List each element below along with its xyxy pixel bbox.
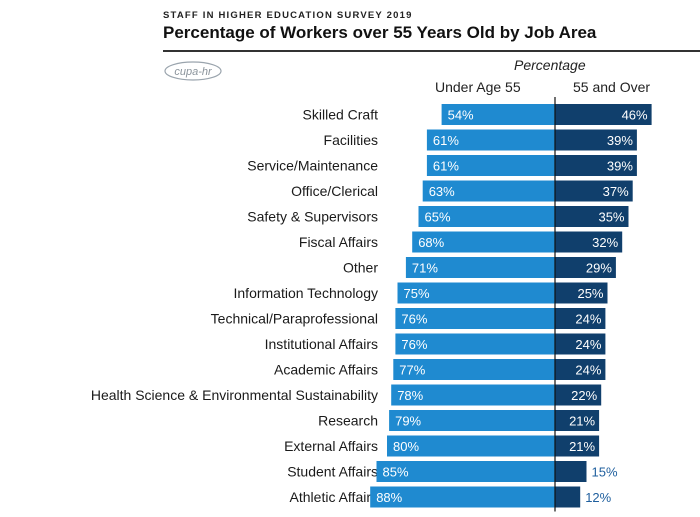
category-label: Fiscal Affairs	[299, 234, 378, 250]
legend-55-and-over: 55 and Over	[573, 79, 651, 95]
category-label: Safety & Supervisors	[247, 209, 378, 225]
value-label-under-55: 65%	[425, 210, 451, 225]
category-label: Student Affairs	[287, 464, 378, 480]
value-label-55-and-over: 21%	[569, 414, 595, 429]
category-label: Service/Maintenance	[247, 158, 378, 174]
chart-title: Percentage of Workers over 55 Years Old …	[163, 23, 597, 42]
bar-under-55	[397, 282, 555, 304]
value-label-under-55: 63%	[429, 184, 455, 199]
bar-55-and-over	[555, 461, 587, 482]
bar-55-and-over	[555, 486, 581, 508]
value-label-55-and-over: 24%	[575, 337, 601, 352]
bar-under-55	[426, 155, 555, 176]
value-label-under-55: 76%	[401, 312, 427, 327]
value-label-55-and-over: 32%	[592, 235, 618, 250]
category-label: Office/Clerical	[291, 183, 378, 199]
bar-55-and-over	[555, 410, 600, 431]
logo-text: cupa-hr	[174, 66, 213, 78]
category-label: Technical/Paraprofessional	[211, 311, 378, 327]
value-label-55-and-over: 12%	[585, 490, 611, 505]
bar-55-and-over	[555, 155, 637, 176]
value-label-55-and-over: 22%	[571, 388, 597, 403]
bar-55-and-over	[555, 435, 600, 457]
bar-55-and-over	[555, 308, 606, 329]
percentage-axis-title: Percentage	[514, 57, 586, 73]
bar-55-and-over	[555, 206, 629, 227]
value-label-under-55: 80%	[393, 439, 419, 454]
legend-under-55: Under Age 55	[435, 79, 521, 95]
category-label: External Affairs	[284, 438, 378, 454]
bar-55-and-over	[555, 282, 608, 304]
value-label-55-and-over: 15%	[592, 465, 618, 480]
bar-under-55	[395, 333, 555, 355]
value-label-55-and-over: 46%	[622, 108, 648, 123]
cupa-hr-logo: cupa-hr	[164, 61, 222, 81]
value-label-55-and-over: 35%	[598, 210, 624, 225]
bar-under-55	[393, 359, 555, 380]
bar-55-and-over	[555, 384, 602, 406]
title-divider	[163, 50, 700, 52]
category-label: Other	[343, 260, 378, 276]
bar-under-55	[395, 308, 555, 329]
value-label-under-55: 77%	[399, 363, 425, 378]
value-label-under-55: 71%	[412, 261, 438, 276]
category-label: Facilities	[324, 132, 378, 148]
value-label-55-and-over: 24%	[575, 312, 601, 327]
category-label: Health Science & Environmental Sustainab…	[91, 387, 378, 403]
bar-under-55	[370, 486, 555, 508]
category-label: Information Technology	[234, 285, 379, 301]
bar-55-and-over	[555, 257, 616, 278]
bar-under-55	[422, 180, 555, 202]
value-label-under-55: 78%	[397, 388, 423, 403]
bar-under-55	[441, 104, 555, 125]
value-label-55-and-over: 39%	[607, 159, 633, 174]
value-label-under-55: 76%	[401, 337, 427, 352]
category-label: Academic Affairs	[274, 362, 378, 378]
value-label-under-55: 61%	[433, 159, 459, 174]
bar-under-55	[387, 435, 555, 457]
bar-55-and-over	[555, 231, 623, 253]
bar-55-and-over	[555, 129, 637, 151]
value-label-55-and-over: 29%	[586, 261, 612, 276]
value-label-under-55: 54%	[448, 108, 474, 123]
value-label-under-55: 88%	[376, 490, 402, 505]
value-label-55-and-over: 21%	[569, 439, 595, 454]
bar-under-55	[426, 129, 555, 151]
value-label-55-and-over: 37%	[603, 184, 629, 199]
bar-under-55	[405, 257, 555, 278]
value-label-under-55: 61%	[433, 133, 459, 148]
value-label-under-55: 79%	[395, 414, 421, 429]
category-label: Athletic Affairs	[290, 489, 378, 505]
bar-under-55	[418, 206, 555, 227]
bar-under-55	[412, 231, 555, 253]
value-label-under-55: 68%	[418, 235, 444, 250]
bar-55-and-over	[555, 333, 606, 355]
bar-55-and-over	[555, 180, 633, 202]
value-label-under-55: 75%	[404, 286, 430, 301]
bar-under-55	[376, 461, 555, 482]
bar-under-55	[391, 384, 555, 406]
category-label: Institutional Affairs	[265, 336, 378, 352]
value-label-55-and-over: 25%	[577, 286, 603, 301]
value-label-under-55: 85%	[383, 465, 409, 480]
value-label-55-and-over: 24%	[575, 363, 601, 378]
category-label: Skilled Craft	[303, 107, 379, 123]
chart-supertitle: STAFF IN HIGHER EDUCATION SURVEY 2019	[163, 10, 413, 21]
category-label: Research	[318, 413, 378, 429]
bar-55-and-over	[555, 104, 652, 125]
value-label-55-and-over: 39%	[607, 133, 633, 148]
bar-55-and-over	[555, 359, 606, 380]
bar-under-55	[389, 410, 555, 431]
